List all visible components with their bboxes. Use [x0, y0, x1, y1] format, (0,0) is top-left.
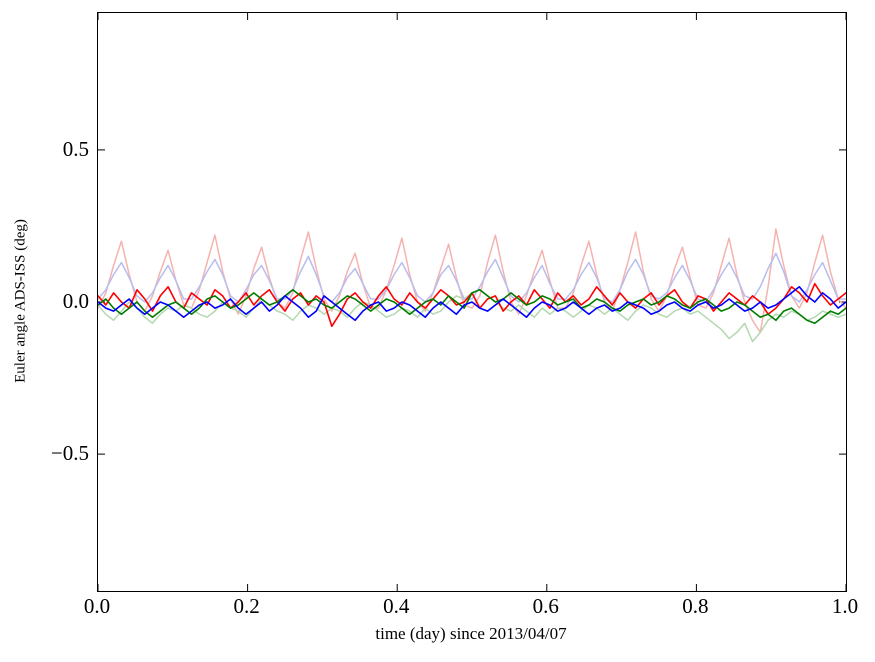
x-tick-label: 0.6 — [532, 594, 559, 618]
chart-series-lines — [98, 228, 846, 343]
series-line-euler-angle-blue — [98, 285, 846, 322]
series-line-euler-angle-faded-red — [98, 228, 846, 334]
line-chart — [98, 13, 846, 591]
x-tick-label: 0.2 — [233, 594, 260, 618]
series-line-euler-angle-faded-blue — [98, 252, 846, 303]
series-line-euler-angle-green — [98, 288, 846, 325]
x-axis-label: time (day) since 2013/04/07 — [375, 624, 567, 643]
y-tick-label: 0.0 — [62, 289, 89, 313]
y-axis-label: Euler angle ADS-ISS (deg) — [12, 219, 29, 383]
plot-area — [97, 12, 847, 592]
x-tick-label: 0.4 — [383, 594, 410, 618]
x-tick-label: 1.0 — [831, 594, 859, 618]
x-tick-label: 0.0 — [83, 594, 111, 618]
y-tick-label: −0.5 — [50, 441, 89, 465]
x-tick-label: 0.8 — [682, 594, 709, 618]
y-tick-label: 0.5 — [62, 137, 89, 161]
